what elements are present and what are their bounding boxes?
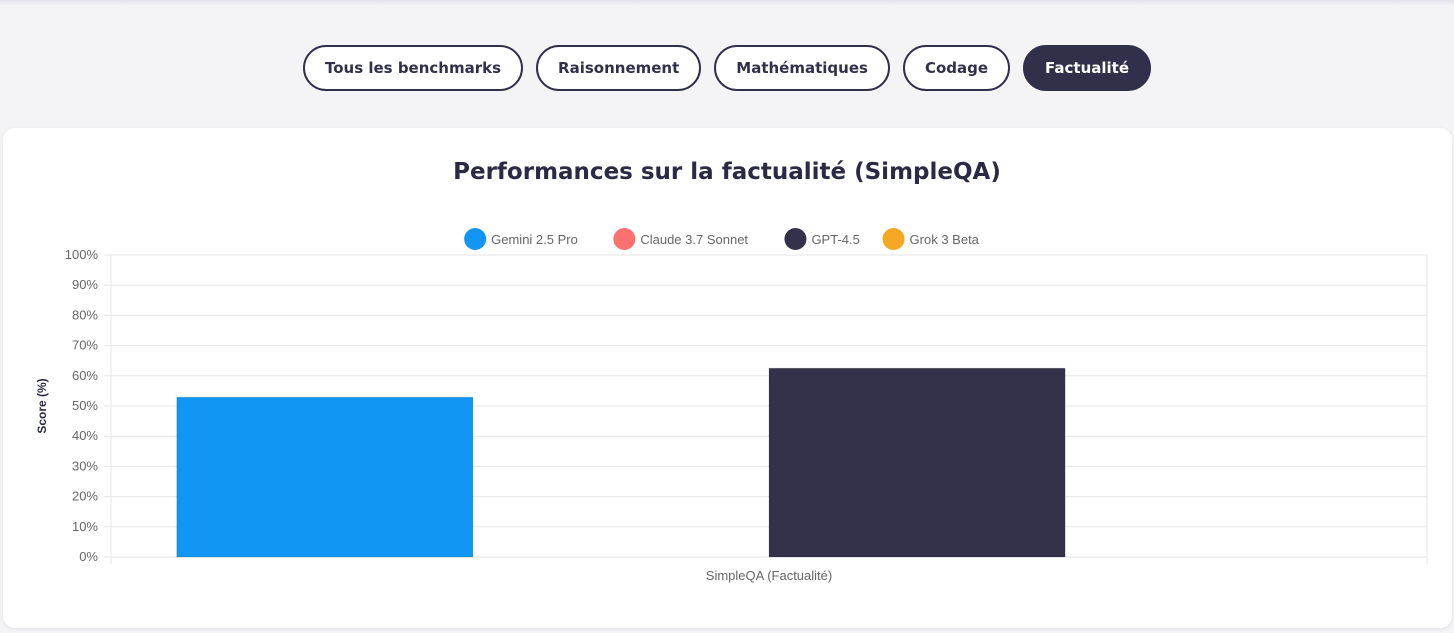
filter-coding-button[interactable]: Codage <box>902 45 1011 91</box>
header-shadow <box>0 0 1454 6</box>
y-tick-label: 60% <box>72 368 98 383</box>
chart-title: Performances sur la factualité (SimpleQA… <box>453 159 1001 185</box>
y-tick-label: 40% <box>72 428 98 443</box>
y-tick-label: 20% <box>72 489 98 504</box>
legend-label[interactable]: Claude 3.7 Sonnet <box>640 232 748 247</box>
x-category-label: SimpleQA (Factualité) <box>706 568 832 583</box>
y-tick-label: 70% <box>72 338 98 353</box>
legend-label[interactable]: Grok 3 Beta <box>910 232 980 247</box>
legend-swatch[interactable] <box>784 228 807 250</box>
filter-factuality-button[interactable]: Factualité <box>1023 45 1152 91</box>
benchmark-filter-bar: Tous les benchmarks Raisonnement Mathéma… <box>0 45 1454 91</box>
y-tick-label: 80% <box>72 307 98 322</box>
legend-label[interactable]: GPT-4.5 <box>811 232 859 247</box>
y-tick-label: 50% <box>72 398 98 413</box>
y-tick-label: 10% <box>72 519 98 534</box>
filter-mathematics-button[interactable]: Mathématiques <box>714 45 890 91</box>
y-axis-title: Score (%) <box>35 378 49 433</box>
legend-label[interactable]: Gemini 2.5 Pro <box>491 232 578 247</box>
y-tick-label: 100% <box>65 247 99 262</box>
bar-gemini-2-5-pro[interactable] <box>176 396 474 558</box>
legend-swatch[interactable] <box>613 228 636 250</box>
legend-swatch[interactable] <box>464 228 487 250</box>
legend-swatch[interactable] <box>882 228 905 250</box>
y-tick-label: 0% <box>79 549 98 564</box>
filter-all-benchmarks-button[interactable]: Tous les benchmarks <box>302 45 524 91</box>
filter-reasoning-button[interactable]: Raisonnement <box>536 45 702 91</box>
y-tick-label: 30% <box>72 458 98 473</box>
y-tick-label: 90% <box>72 277 98 292</box>
bar-gpt-4-5[interactable] <box>768 367 1066 558</box>
